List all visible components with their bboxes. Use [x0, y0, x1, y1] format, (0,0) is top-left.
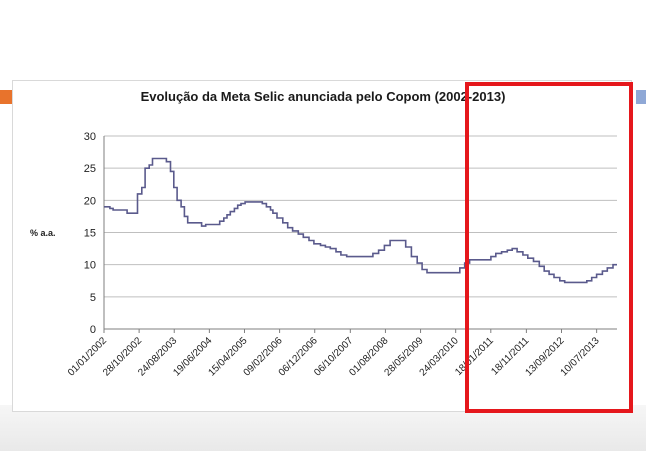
y-tick-label: 0 — [90, 324, 96, 336]
x-tick-labels: 01/01/200228/10/200224/08/200319/06/2004… — [66, 335, 602, 378]
highlight-rectangle — [465, 82, 633, 413]
slide-accent-right — [636, 90, 646, 104]
y-tick-label: 25 — [84, 163, 96, 175]
chart-title: Evolução da Meta Selic anunciada pelo Co… — [141, 89, 506, 104]
y-tick-label: 10 — [84, 260, 96, 272]
axes — [103, 136, 617, 333]
x-tick-label: 18/01/2011 — [453, 335, 496, 378]
y-tick-labels: 0 5 10 15 20 25 30 — [84, 131, 96, 336]
y-tick-label: 15 — [84, 228, 96, 240]
gridlines — [104, 135, 617, 298]
y-tick-label: 5 — [90, 292, 96, 304]
series-line — [104, 157, 617, 284]
x-tick-label: 10/07/2013 — [559, 335, 602, 378]
y-tick-label: 20 — [84, 195, 96, 207]
slide-accent-left — [0, 90, 12, 104]
y-axis-label: % a.a. — [30, 228, 56, 238]
y-tick-label: 30 — [84, 131, 96, 143]
series-layer — [104, 157, 617, 284]
